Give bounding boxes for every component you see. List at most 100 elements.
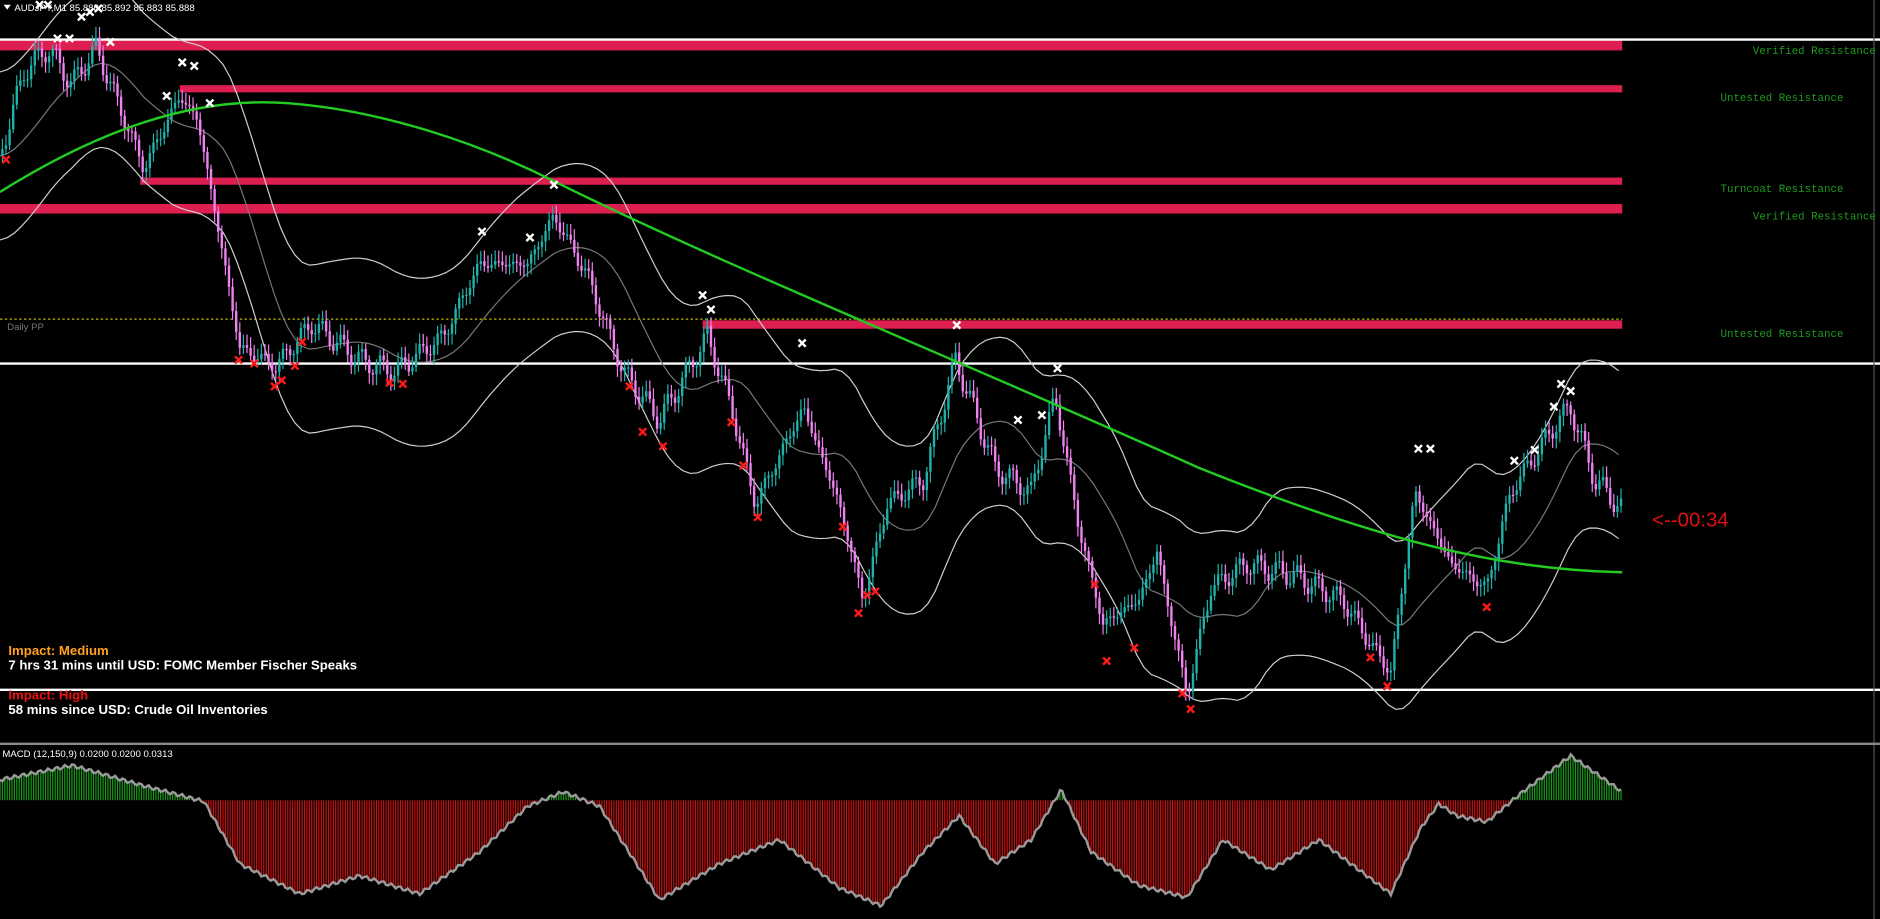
candle-body [1418, 491, 1421, 503]
candle-body [1540, 437, 1544, 455]
candle-body [501, 261, 504, 266]
signal-marker [1365, 653, 1375, 662]
candle-body [645, 391, 648, 397]
candle-body [220, 231, 224, 249]
candle-body [1148, 573, 1152, 580]
candle-body [382, 355, 385, 361]
candle-body [1058, 404, 1062, 431]
candle-body [1119, 612, 1123, 618]
candle-body [1296, 565, 1299, 572]
candle-body [871, 556, 875, 578]
signal-marker [862, 590, 872, 600]
signal-marker [1530, 445, 1540, 455]
zone [0, 39, 1623, 51]
candle-body [1202, 617, 1205, 629]
candle-body [1360, 617, 1364, 634]
candle-body [1475, 581, 1479, 587]
candle-body [781, 443, 785, 456]
candle-body [1465, 570, 1468, 572]
candle-body [306, 323, 310, 331]
candle-body [1472, 574, 1475, 582]
candle-body [360, 349, 364, 352]
candle-body [87, 63, 90, 76]
candle-body [206, 152, 209, 169]
candle-body [483, 260, 486, 267]
signal-marker [1186, 704, 1196, 714]
candle-body [1008, 468, 1011, 478]
candle-body [468, 288, 472, 295]
candle-body [321, 320, 324, 324]
candle-body [533, 249, 536, 255]
candle-body [817, 440, 821, 448]
candle-body [623, 367, 626, 372]
candle-body [983, 439, 986, 448]
candle-body [961, 374, 964, 392]
candle-body [33, 50, 36, 66]
candle-body [83, 74, 87, 76]
candle-body [558, 222, 562, 233]
signal-marker [854, 608, 863, 618]
candles [1, 26, 1623, 701]
candle-body [1227, 581, 1231, 586]
candle-body [475, 263, 479, 276]
candle-body [1371, 643, 1375, 647]
candle-body [76, 67, 80, 70]
signal-marker [698, 290, 708, 300]
candle-body [1411, 506, 1414, 538]
candle-body [1335, 586, 1339, 591]
candle-body [526, 263, 529, 267]
candle-body [681, 377, 684, 397]
candle-body [1483, 581, 1486, 585]
candle-body [1101, 613, 1105, 625]
candle-body [1328, 600, 1331, 603]
signal-marker [189, 61, 199, 71]
candle-body [493, 261, 497, 265]
signal-marker [277, 375, 287, 385]
candle-body [860, 577, 864, 598]
candle-body [40, 48, 44, 58]
candle-body [1184, 667, 1187, 692]
candle-body [1166, 583, 1170, 607]
candle-body [1278, 561, 1281, 563]
candle-body [555, 214, 558, 223]
candle-body [954, 352, 957, 363]
candle-body [634, 380, 637, 397]
candle-body [1439, 538, 1443, 548]
candle-body [609, 318, 612, 329]
envelope-band [0, 146, 1619, 710]
candle-body [1332, 590, 1335, 601]
candle-body [673, 397, 677, 403]
candle-body [1353, 610, 1357, 614]
candle-body [274, 371, 277, 373]
signal-marker [625, 381, 634, 391]
candle-body [353, 362, 357, 366]
candle-body [591, 270, 594, 286]
candle-body [155, 139, 159, 143]
candle-body [1450, 556, 1454, 564]
signal-marker [270, 381, 280, 391]
candle-body [760, 488, 763, 504]
candle-body [350, 354, 353, 366]
candle-body [368, 359, 371, 373]
candle-body [828, 470, 831, 481]
candle-body [1533, 465, 1536, 467]
candle-body [605, 318, 608, 320]
candle-body [209, 168, 213, 190]
candle-body [598, 304, 601, 317]
candle-body [1537, 454, 1540, 466]
candle-body [1127, 605, 1130, 608]
candle-body [745, 448, 749, 464]
candle-body [1116, 617, 1119, 619]
envelopes [0, 0, 1619, 710]
candle-body [972, 390, 975, 398]
news-text: 58 mins since USD: Crude Oil Inventories [8, 702, 267, 717]
candle-body [832, 480, 835, 488]
candle-body [177, 100, 180, 103]
candle-body [1134, 604, 1137, 606]
candle-body [1519, 476, 1522, 491]
signal-marker [43, 0, 53, 10]
candle-body [529, 254, 533, 264]
candle-body [727, 379, 731, 397]
candle-body [1350, 613, 1353, 617]
